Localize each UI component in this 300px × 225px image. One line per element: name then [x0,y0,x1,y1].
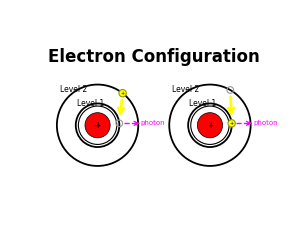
Text: Level 2: Level 2 [172,85,200,94]
Text: Level 1: Level 1 [189,99,216,108]
Text: Level 1: Level 1 [77,99,104,108]
Text: Level 2: Level 2 [60,85,87,94]
Text: +: + [230,121,234,126]
Text: Electron Configuration: Electron Configuration [48,48,260,66]
Circle shape [85,113,110,138]
Text: photon: photon [253,120,278,126]
Text: photon: photon [141,120,165,126]
Text: +: + [94,121,101,130]
Circle shape [197,113,223,138]
Circle shape [228,120,235,127]
Circle shape [119,90,126,97]
Text: +: + [207,121,213,130]
Text: +: + [121,91,125,96]
